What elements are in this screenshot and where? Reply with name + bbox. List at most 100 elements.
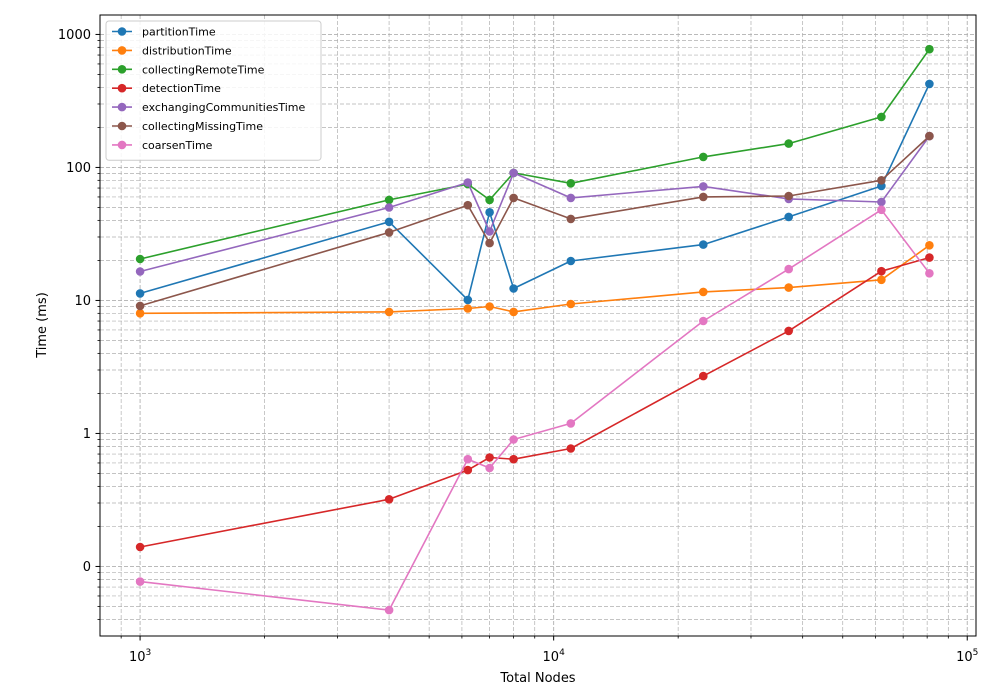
data-point xyxy=(509,454,518,464)
data-point xyxy=(463,295,473,305)
x-tick-label-base: 10 xyxy=(543,650,560,665)
y-tick-label: 100 xyxy=(66,161,91,176)
data-point xyxy=(925,269,934,278)
data-point xyxy=(135,267,145,276)
data-point xyxy=(384,495,394,504)
x-tick-label-exponent: 3 xyxy=(145,648,151,658)
data-point xyxy=(384,307,394,317)
series-collectingRemoteTime xyxy=(135,44,934,264)
data-point xyxy=(699,240,708,249)
x-tick-label-exponent: 5 xyxy=(973,648,979,658)
data-point xyxy=(877,197,886,207)
y-tick-label: 1000 xyxy=(58,28,91,43)
data-point xyxy=(566,179,576,188)
y-tick-label: 10 xyxy=(74,294,91,309)
legend-marker-collectingRemoteTime xyxy=(117,65,127,74)
x-tick-label: 104 xyxy=(543,648,566,665)
data-point xyxy=(784,283,793,292)
legend-label-distributionTime: distributionTime xyxy=(142,44,232,57)
data-point xyxy=(485,302,494,311)
x-axis-title: Total Nodes xyxy=(499,671,575,686)
series-line xyxy=(139,256,930,548)
data-point xyxy=(485,453,494,462)
x-tick-label: 105 xyxy=(956,648,978,665)
data-point xyxy=(699,287,708,297)
data-point xyxy=(485,227,494,236)
data-point xyxy=(699,316,708,326)
data-point xyxy=(566,193,576,203)
legend-label-collectingRemoteTime: collectingRemoteTime xyxy=(142,63,265,76)
data-point xyxy=(135,254,145,264)
legend-marker-partitionTime xyxy=(117,27,127,36)
data-point xyxy=(463,178,473,187)
data-point xyxy=(784,264,793,274)
data-point xyxy=(699,182,708,191)
data-point xyxy=(509,193,518,203)
data-point xyxy=(925,79,934,89)
data-point xyxy=(463,465,473,475)
legend-marker-coarsenTime xyxy=(117,140,127,150)
legend-marker-collectingMissingTime xyxy=(117,121,127,131)
data-point xyxy=(135,577,145,586)
data-point xyxy=(566,214,576,224)
series-detectionTime xyxy=(135,253,934,552)
data-point xyxy=(925,44,934,54)
x-tick-label: 103 xyxy=(129,648,151,665)
data-point xyxy=(485,208,494,217)
legend-label-coarsenTime: coarsenTime xyxy=(142,139,213,152)
plot-frame xyxy=(99,14,977,637)
y-axis-title: Time (ms) xyxy=(35,292,50,359)
legend-label-detectionTime: detectionTime xyxy=(142,82,221,95)
data-point xyxy=(784,139,793,148)
series-line xyxy=(139,48,931,260)
legend-marker-exchangingCommunitiesTime xyxy=(117,102,127,112)
series-line xyxy=(139,135,931,273)
series-line xyxy=(139,83,931,301)
data-point xyxy=(784,326,793,336)
legend: partitionTime distributionTime collectingR… xyxy=(105,20,322,161)
data-point xyxy=(509,168,518,178)
x-axis-ticks: 103 104 105 xyxy=(120,636,978,665)
data-point xyxy=(877,275,886,285)
data-point xyxy=(463,304,473,313)
data-point xyxy=(925,253,934,262)
series-group xyxy=(135,44,934,615)
y-axis-ticks: 0 1 10 100 1000 xyxy=(58,28,100,620)
legend-label-partitionTime: partitionTime xyxy=(142,26,216,39)
series-distributionTime xyxy=(135,241,934,318)
data-point xyxy=(566,444,576,453)
data-point xyxy=(135,309,145,318)
grid-lines xyxy=(100,15,976,636)
series-line xyxy=(140,244,930,315)
y-tick-label: 1 xyxy=(83,427,91,442)
data-point xyxy=(384,605,394,615)
data-point xyxy=(925,131,934,141)
series-coarsenTime xyxy=(135,205,934,615)
data-point xyxy=(784,212,793,222)
data-point xyxy=(877,205,886,215)
data-point xyxy=(384,228,394,237)
x-tick-label-exponent: 4 xyxy=(559,648,565,658)
data-point xyxy=(509,307,518,317)
data-point xyxy=(566,256,576,266)
legend-label-collectingMissingTime: collectingMissingTime xyxy=(142,120,263,133)
series-line xyxy=(139,135,930,307)
data-point xyxy=(485,238,494,248)
data-point xyxy=(509,284,518,293)
data-point xyxy=(485,195,494,205)
y-tick-label: 0 xyxy=(83,560,91,575)
legend-marker-detectionTime xyxy=(117,83,127,93)
data-point xyxy=(384,217,394,227)
series-collectingMissingTime xyxy=(135,131,934,311)
data-point xyxy=(566,419,576,428)
data-point xyxy=(135,301,145,311)
data-point xyxy=(135,289,145,298)
data-point xyxy=(877,176,886,185)
data-point xyxy=(384,195,394,205)
data-point xyxy=(485,463,494,473)
data-point xyxy=(699,152,708,162)
legend-marker-distributionTime xyxy=(117,46,127,55)
data-point xyxy=(925,241,934,250)
x-tick-label-base: 10 xyxy=(956,650,973,665)
